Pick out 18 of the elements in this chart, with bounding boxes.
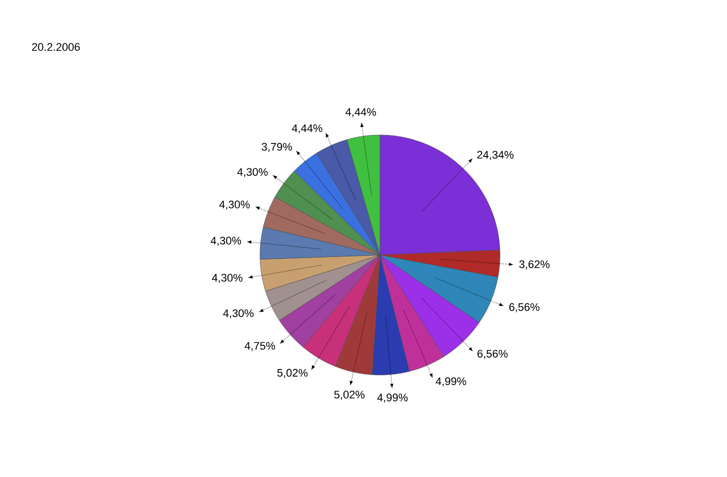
data-label: 6,56% [478,350,508,359]
text: 20.2.2006 [32,43,80,51]
data-label: 4,30% [210,236,242,246]
data-label: 5,02% [334,390,365,400]
data-label: 3,79% [262,142,292,152]
data-label: 4,99% [377,394,408,403]
data-label: 3,62% [519,260,550,270]
data-label: 4,75% [244,342,276,352]
data-label: 4,30% [219,200,250,210]
data-label: 4,44% [346,108,376,118]
data-label: 4,30% [212,274,242,283]
data-label: 4,30% [237,168,268,178]
data-label: 6,56% [509,303,540,312]
data-label: 4,30% [223,309,254,318]
data-label: 24,34% [477,150,514,160]
data-label: 5,02% [277,368,308,378]
data-label: 4,99% [436,377,466,386]
data-label: 4,44% [292,124,322,134]
